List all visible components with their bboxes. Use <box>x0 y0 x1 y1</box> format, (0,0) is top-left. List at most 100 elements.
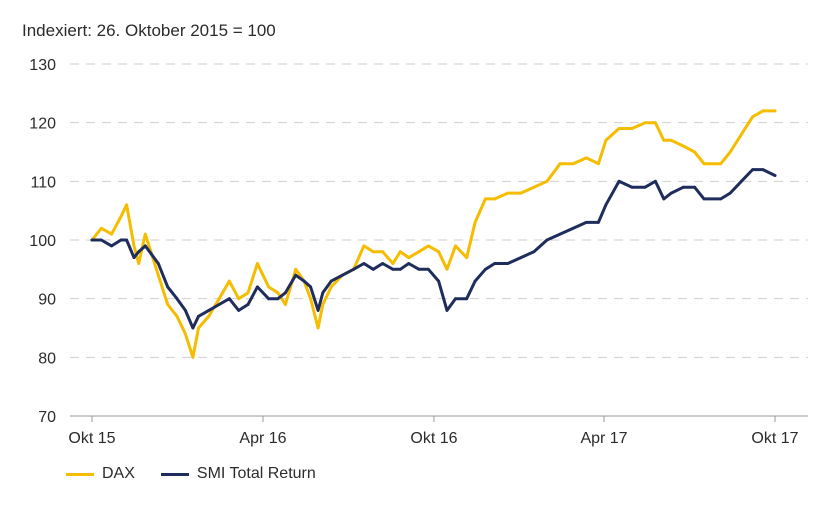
legend-label-dax: DAX <box>102 465 135 482</box>
data-point-dax-26 <box>316 326 320 330</box>
legend: DAX SMI Total Return <box>66 465 342 483</box>
data-point-dax-53 <box>597 162 600 166</box>
data-point-dax-3 <box>119 215 123 218</box>
legend-swatch-dax <box>66 472 94 476</box>
data-point-dax-56 <box>630 127 634 130</box>
data-point-smi-57 <box>643 185 647 189</box>
data-point-smi-12 <box>191 326 195 330</box>
data-point-dax-68 <box>761 109 765 113</box>
y-tick-label-80: 80 <box>38 350 56 367</box>
y-tick-label-130: 130 <box>29 57 56 74</box>
data-point-smi-45 <box>493 262 497 265</box>
data-point-smi-56 <box>630 185 634 189</box>
grid-lines <box>70 63 808 417</box>
data-point-dax-51 <box>571 162 575 166</box>
data-point-smi-18 <box>246 303 250 306</box>
data-point-dax-39 <box>437 250 440 254</box>
data-point-dax-34 <box>391 262 395 265</box>
data-point-dax-10 <box>175 314 179 318</box>
data-point-smi-37 <box>417 267 421 271</box>
data-point-dax-66 <box>740 133 743 136</box>
data-point-dax-2 <box>110 232 113 236</box>
data-point-smi-24 <box>302 279 306 283</box>
data-point-dax-7 <box>143 232 147 236</box>
data-point-dax-21 <box>276 291 280 295</box>
data-point-smi-42 <box>465 297 469 301</box>
data-point-dax-43 <box>473 221 477 224</box>
data-point-smi-65 <box>728 191 732 195</box>
series-line-dax <box>90 109 777 359</box>
data-point-smi-36 <box>407 262 411 265</box>
data-point-smi-67 <box>751 168 754 172</box>
data-point-smi-22 <box>284 291 287 295</box>
chart-subtitle: Indexiert: 26. Oktober 2015 = 100 <box>22 21 276 40</box>
data-point-dax-58 <box>654 121 657 125</box>
legend-swatch-smi <box>160 472 189 476</box>
data-point-smi-61 <box>682 185 685 189</box>
data-point-smi-21 <box>276 297 280 301</box>
data-point-smi-41 <box>454 297 457 301</box>
data-point-dax-61 <box>682 144 685 148</box>
y-tick-label-70: 70 <box>38 409 56 426</box>
y-axis-ticks: 70 80 90 100 110 120 130 <box>29 57 56 426</box>
data-point-smi-44 <box>484 267 487 271</box>
data-point-dax-52 <box>584 156 588 160</box>
data-point-smi-7 <box>143 244 147 248</box>
data-point-dax-44 <box>484 197 487 201</box>
series-line-smi <box>90 168 777 330</box>
data-point-smi-53 <box>597 221 600 224</box>
data-point-dax-41 <box>454 244 457 248</box>
data-point-smi-69 <box>773 174 777 177</box>
data-point-smi-33 <box>381 262 384 265</box>
x-tick-label-3: Apr 17 <box>580 430 627 447</box>
data-point-smi-54 <box>604 203 608 207</box>
data-point-smi-17 <box>237 309 241 312</box>
data-point-dax-54 <box>604 138 608 142</box>
data-point-smi-35 <box>398 267 402 271</box>
data-point-smi-38 <box>427 267 430 271</box>
data-point-dax-49 <box>545 179 549 183</box>
data-point-smi-52 <box>584 221 588 224</box>
data-point-smi-51 <box>571 226 575 230</box>
data-point-dax-27 <box>321 303 325 306</box>
data-point-smi-64 <box>719 197 723 201</box>
series-lines <box>90 109 777 359</box>
data-point-smi-25 <box>309 285 312 289</box>
data-point-smi-49 <box>545 238 549 242</box>
x-tick-label-1: Apr 16 <box>239 430 286 447</box>
data-point-smi-13 <box>197 314 200 318</box>
data-point-dax-14 <box>207 314 211 318</box>
data-point-dax-16 <box>227 279 231 283</box>
data-point-dax-15 <box>217 297 221 301</box>
x-tick-label-0: Okt 15 <box>68 430 115 447</box>
data-point-smi-47 <box>519 256 523 259</box>
data-point-smi-3 <box>119 238 123 242</box>
data-point-smi-2 <box>110 244 113 248</box>
data-point-smi-14 <box>207 309 211 312</box>
data-point-dax-45 <box>493 197 497 201</box>
data-point-dax-63 <box>702 162 706 166</box>
data-point-smi-1 <box>99 238 103 242</box>
legend-item-dax: DAX <box>66 465 135 483</box>
y-tick-label-100: 100 <box>29 233 56 250</box>
legend-item-smi: SMI Total Return <box>160 465 316 483</box>
data-point-smi-31 <box>362 262 366 265</box>
data-point-dax-5 <box>132 244 136 248</box>
data-point-dax-62 <box>693 150 696 154</box>
data-point-dax-37 <box>417 250 421 254</box>
data-point-smi-62 <box>693 185 696 189</box>
data-point-dax-8 <box>156 273 160 277</box>
data-point-dax-1 <box>99 226 103 230</box>
data-point-smi-48 <box>532 250 536 254</box>
data-point-dax-59 <box>662 138 666 142</box>
data-point-dax-60 <box>669 138 673 142</box>
y-tick-label-110: 110 <box>30 174 56 191</box>
data-point-dax-50 <box>558 162 562 166</box>
data-point-smi-27 <box>321 291 325 295</box>
data-point-smi-11 <box>184 309 187 312</box>
y-tick-label-90: 90 <box>38 292 56 309</box>
data-point-smi-9 <box>166 285 170 289</box>
data-point-smi-40 <box>445 309 449 312</box>
data-point-dax-69 <box>773 109 777 113</box>
x-axis-ticks: Okt 15 Apr 16 Okt 16 Apr 17 Okt 17 <box>68 416 799 447</box>
